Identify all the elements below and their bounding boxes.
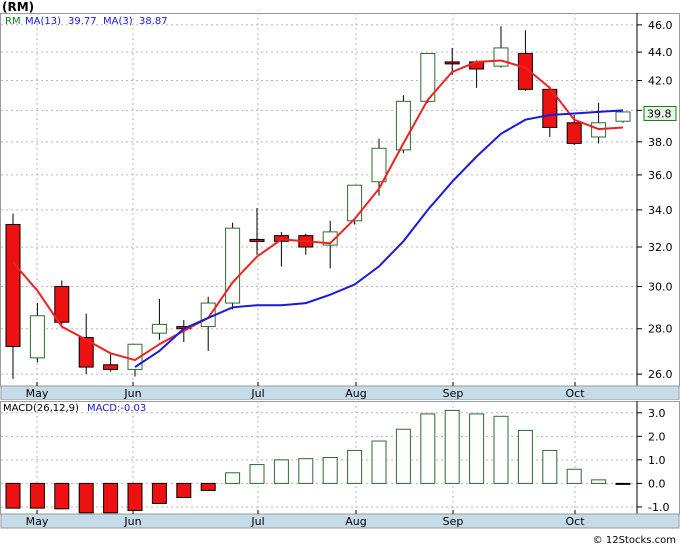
candle-body-down [444, 61, 460, 65]
macd-y-tick-label: -1.0 [648, 501, 669, 514]
candle-body-up [493, 47, 509, 67]
macd-y-tick-label: 3.0 [648, 407, 666, 420]
price-x-tick-label: Sep [443, 387, 464, 400]
macd-bar-positive [444, 409, 460, 484]
macd-bar-positive [542, 449, 558, 484]
macd-x-tick-label: May [26, 515, 49, 528]
legend-ma-long-label: MA(13) [25, 16, 61, 27]
macd-bar-negative [200, 482, 216, 491]
price-y-tick-label: 26.0 [648, 368, 673, 381]
macd-plot-frame [0, 401, 680, 515]
candle-body-down [517, 52, 533, 90]
macd-bar-positive [420, 413, 436, 484]
candle-body-down [78, 337, 94, 368]
macd-legend-label: MACD(26,12,9) [3, 403, 79, 414]
macd-bar-negative [176, 482, 192, 499]
candle-body-up [615, 111, 631, 122]
macd-bar-negative [615, 482, 631, 485]
price-y-tick-label: 38.0 [648, 136, 673, 149]
macd-x-tick-label: Jul [250, 515, 264, 528]
candle-body-up [29, 315, 45, 359]
price-y-tick-label: 30.0 [648, 281, 673, 294]
macd-x-tick-label: Oct [565, 515, 585, 528]
macd-bar-negative [151, 482, 167, 504]
macd-bar-positive [322, 457, 338, 484]
macd-bar-negative [5, 482, 21, 509]
last-price-badge [643, 105, 677, 121]
macd-bar-positive [493, 415, 509, 484]
price-y-tick-label: 44.0 [648, 46, 673, 59]
macd-bar-negative [54, 482, 70, 510]
candle-body-down [566, 122, 582, 144]
price-x-tick-label: Oct [565, 387, 585, 400]
macd-bar-positive [347, 449, 363, 484]
last-price-label: 39.8 [647, 107, 672, 120]
price-y-tick-label: 28.0 [648, 323, 673, 336]
candle-body-up [127, 343, 143, 370]
macd-y-tick-label: 0.0 [648, 477, 666, 490]
candle-body-down [5, 223, 21, 347]
price-x-tick-label: Aug [345, 387, 366, 400]
macd-x-tick-label: Jun [123, 515, 141, 528]
legend-ticker: RM [5, 16, 21, 27]
macd-x-tick-label: Aug [345, 515, 366, 528]
candle-body-up [322, 231, 338, 246]
price-y-tick-label: 34.0 [648, 204, 673, 217]
footer-copyright: © 12Stocks.com [593, 535, 676, 546]
ma-short-line [12, 59, 624, 362]
ma-long-line [134, 109, 624, 368]
price-y-tick-label: 32.0 [648, 241, 673, 254]
macd-bar-positive [591, 479, 607, 484]
price-x-tick-label: Jun [123, 387, 141, 400]
candle-body-up [225, 227, 241, 304]
chart-title: (RM) [2, 0, 34, 14]
macd-x-tick-label: Sep [443, 515, 464, 528]
macd-bar-negative [78, 482, 94, 514]
price-x-tick-label: Jul [250, 387, 264, 400]
price-x-axis-strip [0, 385, 680, 400]
macd-bar-positive [273, 459, 289, 484]
macd-y-tick-label: 1.0 [648, 454, 666, 467]
candle-body-up [371, 147, 387, 183]
macd-bar-negative [127, 482, 143, 511]
macd-bar-negative [103, 482, 119, 514]
price-y-tick-label: 36.0 [648, 169, 673, 182]
macd-bar-negative [29, 482, 45, 509]
macd-y-tick-label: 2.0 [648, 430, 666, 443]
candle-body-down [54, 286, 70, 323]
macd-bar-positive [517, 429, 533, 484]
price-x-tick-label: May [26, 387, 49, 400]
macd-x-axis-strip [0, 513, 680, 529]
price-y-tick-label: 46.0 [648, 19, 673, 32]
price-chart: 26.028.030.032.034.036.038.040.042.044.0… [0, 0, 680, 400]
candle-body-up [347, 184, 363, 222]
macd-bar-positive [566, 468, 582, 484]
candle-body-down [103, 364, 119, 370]
legend-ma-short-label: MA(3) [103, 16, 133, 27]
macd-bar-positive [469, 413, 485, 484]
legend-ma-long-value: 39.77 [68, 16, 97, 27]
macd-bar-positive [249, 464, 265, 484]
macd-bar-positive [298, 458, 314, 484]
macd-bar-positive [395, 428, 411, 484]
macd-bar-positive [371, 440, 387, 484]
macd-legend-value: MACD:-0.03 [87, 403, 146, 414]
candle-body-up [151, 323, 167, 334]
price-y-tick-label: 42.0 [648, 75, 673, 88]
price-plot-frame [0, 13, 680, 387]
candle-body-down [249, 238, 265, 242]
legend-ma-short-value: 38.87 [139, 16, 168, 27]
macd-bar-positive [225, 472, 241, 484]
